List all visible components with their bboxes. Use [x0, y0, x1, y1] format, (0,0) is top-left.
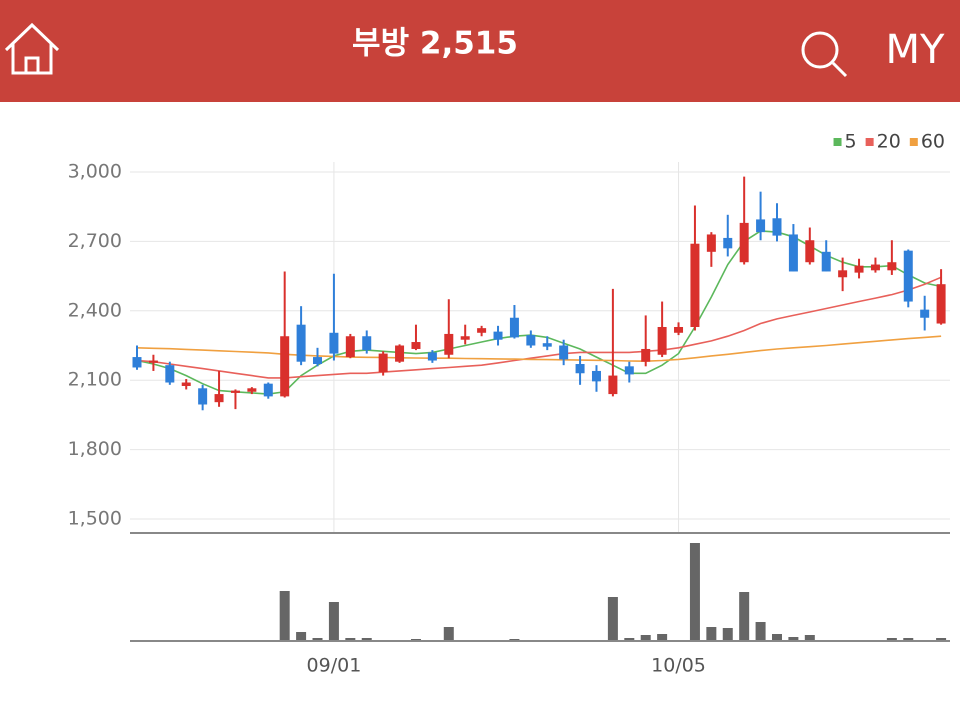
x-tick-label: 09/01 — [307, 655, 362, 677]
legend-label: 20 — [877, 131, 901, 153]
candle-body — [854, 265, 864, 273]
volume-bar — [640, 635, 651, 641]
volume-bar — [755, 622, 766, 641]
app-bar — [0, 0, 960, 102]
candle-body — [493, 331, 503, 340]
candle-body — [198, 388, 208, 405]
candle-body — [362, 336, 372, 351]
candle-body — [739, 222, 749, 263]
candle-body — [427, 352, 437, 361]
legend-label: 5 — [845, 131, 857, 153]
home-button[interactable] — [4, 22, 60, 75]
volume-bar — [345, 638, 356, 641]
candle-body — [608, 375, 618, 395]
volume-bar — [607, 597, 618, 641]
candle-body — [657, 326, 667, 355]
candle-body — [280, 336, 290, 397]
volume-bar — [903, 638, 914, 641]
candle-body — [460, 336, 470, 340]
y-tick-label: 3,000 — [68, 161, 122, 183]
volume-bar — [788, 637, 799, 641]
candle-body — [263, 383, 273, 397]
volume-bar — [771, 634, 782, 641]
candle-body — [509, 317, 519, 338]
volume-bar — [279, 591, 290, 641]
search-button[interactable] — [801, 31, 848, 78]
candle-body — [756, 219, 766, 233]
candle-body — [148, 360, 158, 363]
candle-body — [674, 326, 684, 333]
candle-body — [345, 336, 355, 358]
candle-body — [165, 365, 175, 383]
legend-label: 60 — [921, 131, 945, 153]
candle-body — [477, 328, 487, 333]
candle-body — [723, 237, 733, 249]
candle-body — [641, 348, 651, 362]
moving-average-line — [136, 276, 942, 379]
candle-body — [903, 250, 913, 302]
y-tick-label: 2,100 — [68, 369, 122, 391]
candle-body — [313, 357, 323, 365]
volume-bar — [739, 592, 750, 641]
candle-body — [395, 345, 405, 362]
x-tick-label: 10/05 — [651, 655, 706, 677]
candle-body — [329, 332, 339, 354]
candle-body — [526, 335, 536, 346]
candle-body — [181, 382, 191, 386]
page-title: 부방 2,515 — [352, 26, 518, 62]
candle-body — [559, 345, 569, 360]
volume-bar — [936, 638, 947, 641]
candle-body — [411, 342, 421, 349]
my-button[interactable]: MY — [886, 27, 946, 73]
candle-body — [772, 218, 782, 236]
candle-body — [296, 324, 306, 362]
volume-bar — [296, 632, 307, 641]
candle-body — [887, 262, 897, 271]
volume-bar — [657, 634, 668, 641]
candle-body — [575, 364, 585, 374]
y-tick-label: 2,400 — [68, 299, 122, 321]
candle-body — [788, 234, 798, 272]
volume-bar — [804, 635, 815, 641]
volume-bar — [886, 638, 897, 641]
candle-body — [378, 353, 388, 373]
y-tick-label: 2,700 — [68, 230, 122, 252]
volume-bar — [689, 543, 700, 641]
moving-average-line — [136, 335, 942, 363]
candle-body — [214, 394, 224, 403]
y-tick-label: 1,500 — [68, 508, 122, 530]
legend-swatch — [833, 138, 842, 146]
candle-body — [247, 388, 257, 392]
volume-bar — [624, 638, 635, 641]
moving-average-line — [136, 230, 942, 395]
candle-body — [230, 390, 240, 393]
legend-swatch — [909, 138, 918, 146]
candle-body — [870, 264, 880, 271]
volume-bar — [328, 602, 339, 641]
candle-body — [821, 251, 831, 272]
candle-body — [542, 343, 552, 347]
candle-body — [805, 240, 815, 263]
legend-swatch — [865, 138, 874, 146]
candle-body — [920, 309, 930, 318]
volume-bar — [312, 638, 323, 641]
volume-bar — [706, 627, 717, 641]
volume-bar — [361, 638, 372, 641]
candle-body — [706, 234, 716, 252]
candle-body — [132, 357, 142, 368]
y-tick-label: 1,800 — [68, 438, 122, 460]
candle-body — [838, 270, 848, 278]
volume-bar — [722, 628, 733, 641]
chart: 1,500 1,800 2,100 2,400 2,700 3,000 09/01 10/05… — [68, 131, 950, 677]
candle-body — [690, 243, 700, 327]
candle-body — [591, 370, 601, 382]
candle-body — [624, 366, 634, 375]
candle-body — [936, 284, 946, 324]
volume-bar — [443, 627, 454, 641]
candle-body — [444, 333, 454, 355]
